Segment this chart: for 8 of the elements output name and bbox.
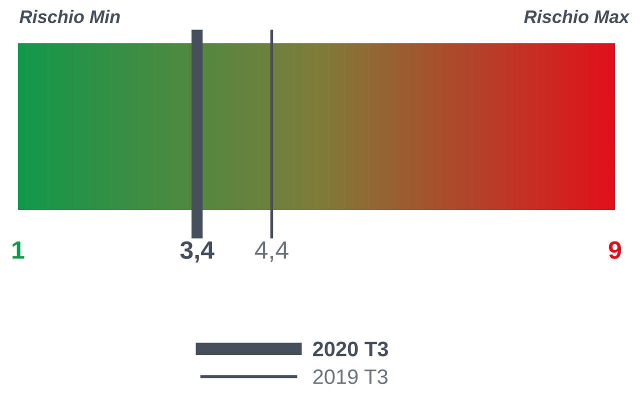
text: Rischio Max bbox=[524, 10, 630, 24]
x-tick-label: 4,4 bbox=[254, 241, 288, 262]
legend-label: 2020 T3 bbox=[313, 342, 388, 356]
x-tick-label: 9 bbox=[608, 241, 622, 259]
x-tick-label: 1 bbox=[12, 241, 24, 259]
text: Rischio Min bbox=[20, 10, 120, 24]
legend-label: 2019 T3 bbox=[313, 369, 388, 384]
x-tick-label: 3,4 bbox=[180, 241, 214, 263]
